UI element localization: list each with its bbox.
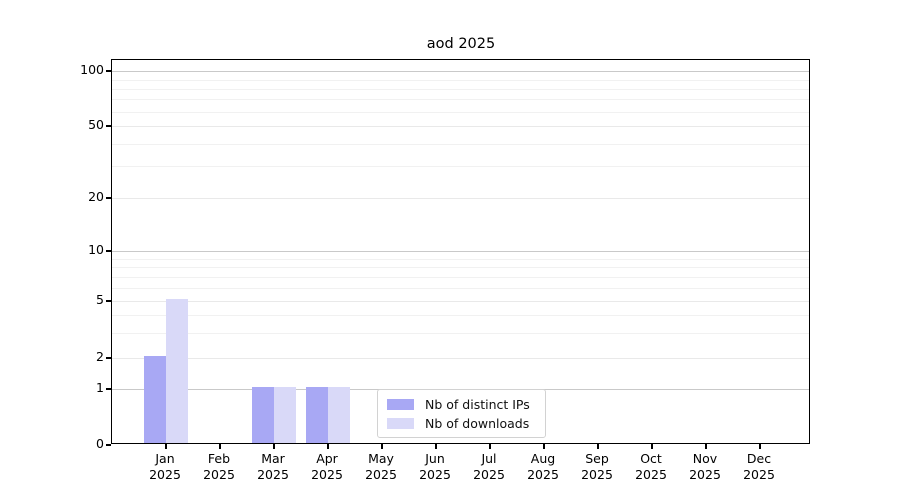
x-tick-11: [759, 444, 761, 449]
y-tick-label-5: 5: [96, 292, 104, 307]
legend-swatch-downloads: [387, 417, 414, 429]
minor-gridline-80: [112, 89, 809, 90]
x-tick-3: [327, 444, 329, 449]
x-tick-7: [543, 444, 545, 449]
gridline-5: [112, 301, 809, 302]
x-tick-0: [165, 444, 167, 449]
minor-gridline-8: [112, 267, 809, 268]
y-axis-tick-labels: 0 1 2 5 10 20 50 100: [0, 0, 104, 500]
x-tick-label-1: Feb 2025: [203, 451, 235, 482]
x-tick-label-0: Jan 2025: [149, 451, 181, 482]
legend: Nb of distinct IPs Nb of downloads: [377, 389, 546, 438]
y-tick-label-50: 50: [88, 117, 104, 132]
x-tick-label-5: Jun 2025: [419, 451, 451, 482]
y-tick-label-2: 2: [96, 349, 104, 364]
x-tick-label-9: Oct 2025: [635, 451, 667, 482]
x-tick-label-4: May 2025: [365, 451, 397, 482]
x-tick-9: [651, 444, 653, 449]
x-tick-label-11: Dec 2025: [743, 451, 775, 482]
x-tick-label-7: Aug 2025: [527, 451, 559, 482]
y-tick-20: [106, 197, 111, 199]
bar-downloads-jan-2025: [166, 299, 188, 443]
legend-item-downloads: Nb of downloads: [387, 416, 536, 431]
plot-area: Nb of distinct IPs Nb of downloads: [106, 59, 810, 449]
minor-gridline-7: [112, 277, 809, 278]
minor-gridline-4: [112, 315, 809, 316]
y-tick-0: [106, 444, 111, 446]
x-tick-label-6: Jul 2025: [473, 451, 505, 482]
chart-title: aod 2025: [426, 36, 496, 52]
y-tick-50: [106, 125, 111, 127]
minor-gridline-30: [112, 166, 809, 167]
gridline-20: [112, 198, 809, 199]
y-tick-2: [106, 357, 111, 359]
x-tick-10: [705, 444, 707, 449]
bar-downloads-apr-2025: [328, 387, 350, 443]
minor-gridline-60: [112, 111, 809, 113]
y-tick-10: [106, 250, 111, 252]
bar-distinct-ips-apr-2025: [306, 387, 328, 443]
legend-swatch-distinct-ips: [387, 398, 414, 410]
x-tick-label-2: Mar 2025: [257, 451, 289, 482]
x-tick-1: [219, 444, 221, 449]
y-tick-label-10: 10: [88, 242, 104, 257]
x-tick-label-10: Nov 2025: [689, 451, 721, 482]
x-tick-5: [435, 444, 437, 449]
y-tick-5: [106, 300, 111, 302]
gridline-50: [112, 126, 809, 127]
y-tick-label-0: 0: [96, 436, 104, 451]
legend-label-downloads: Nb of downloads: [425, 415, 530, 431]
bar-distinct-ips-mar-2025: [252, 387, 274, 443]
x-tick-2: [273, 444, 275, 449]
y-tick-1: [106, 388, 111, 390]
legend-label-distinct-ips: Nb of distinct IPs: [425, 396, 530, 412]
x-tick-label-8: Sep 2025: [581, 451, 613, 482]
x-tick-6: [489, 444, 491, 449]
gridline-2: [112, 358, 809, 359]
major-gridline-100: [112, 71, 809, 72]
minor-gridline-90: [112, 79, 809, 81]
y-tick-label-20: 20: [88, 189, 104, 204]
minor-gridline-3: [112, 333, 809, 334]
y-tick-label-100: 100: [80, 62, 104, 77]
minor-gridline-6: [112, 288, 809, 289]
y-tick-label-1: 1: [96, 380, 104, 395]
major-gridline-10: [112, 251, 809, 252]
legend-item-distinct-ips: Nb of distinct IPs: [387, 397, 536, 412]
minor-gridline-9: [112, 259, 809, 260]
x-axis-tick-labels: Jan 2025 Feb 2025 Mar 2025 Apr 2025 May 2025…: [111, 451, 810, 491]
bar-distinct-ips-jan-2025: [144, 356, 166, 443]
minor-gridline-40: [112, 143, 809, 145]
y-tick-100: [106, 70, 111, 72]
bar-downloads-mar-2025: [274, 387, 296, 443]
x-tick-8: [597, 444, 599, 449]
minor-gridline-70: [112, 99, 809, 100]
x-tick-label-3: Apr 2025: [311, 451, 343, 482]
x-tick-4: [381, 444, 383, 449]
